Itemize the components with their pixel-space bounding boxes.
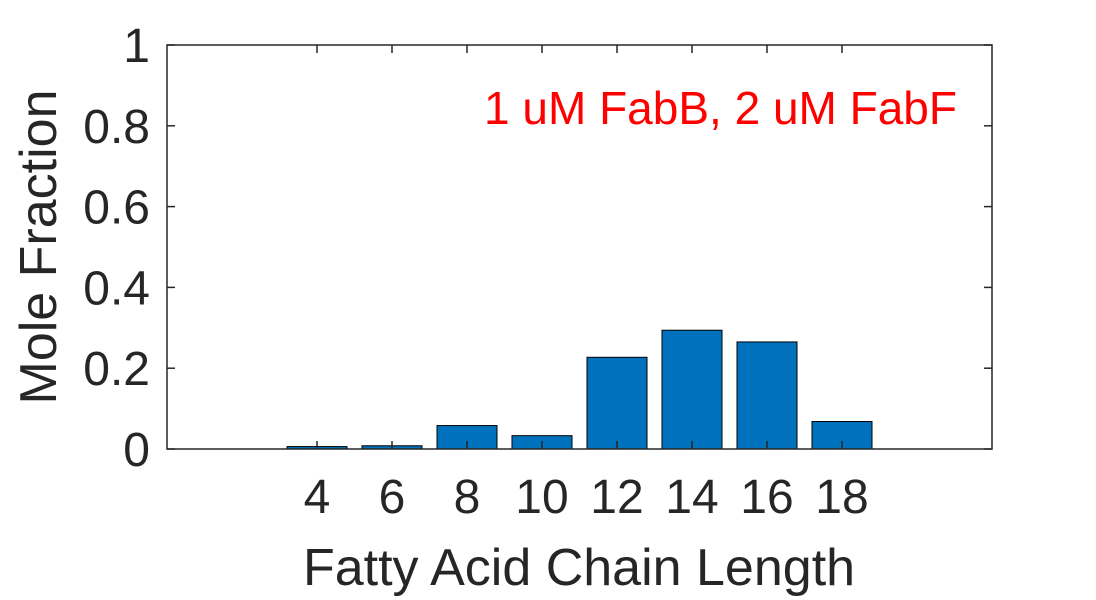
y-tick-label: 0.8 [83,101,150,154]
bar-12 [586,356,648,450]
x-axis-title: Fatty Acid Chain Length [303,539,855,597]
y-tick-label: 0.2 [83,343,150,396]
x-tick-label: 8 [454,471,481,524]
y-tick-label: 1 [123,20,150,73]
plot-frame [166,44,993,450]
annotation-label: 1 uM FabB, 2 uM FabF [484,82,957,134]
x-tick-label: 10 [515,471,568,524]
y-tick-label: 0.6 [83,182,150,235]
y-tick-label: 0 [123,424,150,477]
x-tick-label: 16 [740,471,793,524]
bar-16 [736,341,798,450]
x-tick-label: 4 [304,471,331,524]
x-tick-label: 18 [815,471,868,524]
y-tick-label: 0.4 [83,262,150,315]
x-tick-label: 6 [379,471,406,524]
bars-group [286,329,873,450]
bar-14 [661,329,723,450]
x-ticks-group: 4 6 8 10 12 14 16 18 [304,45,869,524]
x-tick-label: 14 [665,471,718,524]
y-ticks-group: 0 0.2 0.4 0.6 0.8 1 [83,20,992,477]
y-axis-title: Mole Fraction [10,90,68,405]
x-tick-label: 12 [590,471,643,524]
